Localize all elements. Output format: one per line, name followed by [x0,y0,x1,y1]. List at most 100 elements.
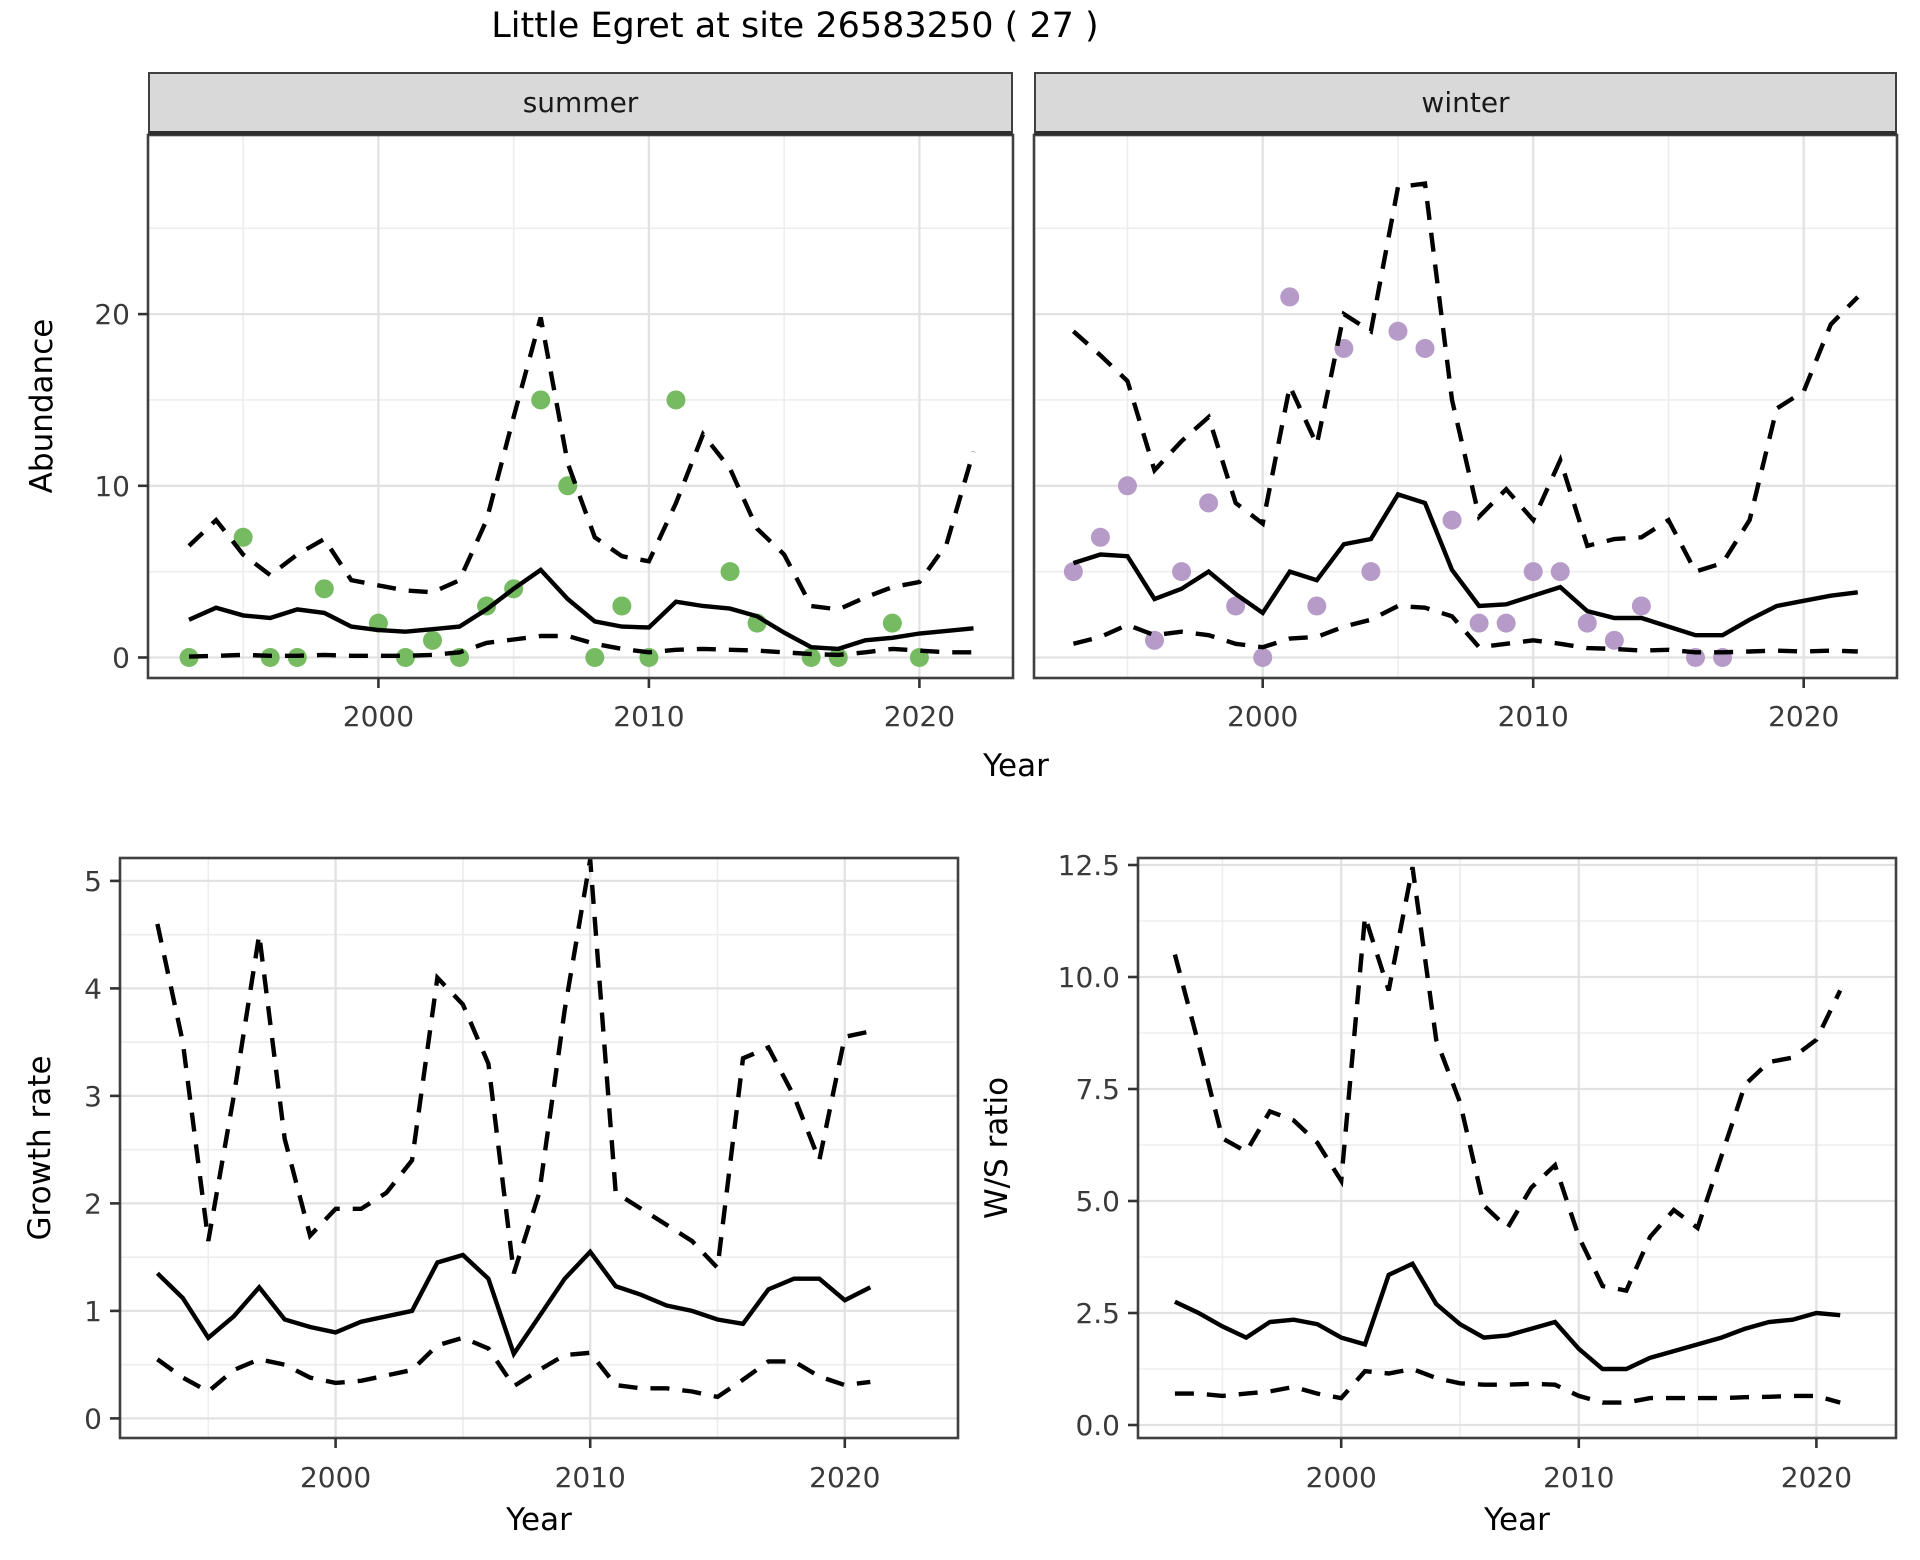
ci-line [1072,603,1858,655]
facet-strip-winter-label: winter [1421,86,1510,119]
x-tick-label: 2010 [1543,1461,1614,1494]
data-point [1172,562,1192,582]
data-point [1496,613,1516,633]
y-tick-label: 20 [94,298,130,331]
data-point [233,527,253,547]
y-tick-label: 4 [84,972,102,1005]
data-point [666,390,686,410]
growth-x-axis-title: Year [506,1502,572,1538]
ci-line [187,316,976,612]
panel-abundance_winter: 2000 2010 2020 [1032,133,1899,733]
data-layer [1063,181,1860,667]
fit-line [188,567,974,652]
points-series [1063,287,1733,667]
data-point [1577,613,1597,633]
data-point [882,613,902,633]
data-layer [1172,866,1843,1405]
ci-line [1172,866,1843,1294]
x-tick-label: 2020 [809,1461,880,1494]
data-point [1307,596,1327,616]
data-point [423,630,442,650]
facet-strip-winter: winter [1034,72,1897,135]
y-tick-label: 3 [84,1080,102,1113]
panel-abundance_summer: 2000 2010 2020 0 10 20 [94,133,1015,733]
data-point [720,562,740,582]
x-tick-label: 2010 [613,700,684,733]
data-point [1415,338,1435,358]
x-tick-label: 2010 [555,1461,626,1494]
y-tick-label: 7.5 [1075,1073,1120,1106]
y-tick-label: 0 [84,1402,102,1435]
data-point [1604,630,1624,650]
data-point [1523,562,1543,582]
x-tick-label: 2020 [1768,700,1839,733]
x-tick-label: 2000 [343,700,414,733]
data-point [1063,562,1083,582]
panel-border [118,856,960,1440]
y-tick-label: 2.5 [1075,1297,1120,1330]
x-tick-label: 2020 [884,700,955,733]
y-tick-label: 10 [94,470,130,503]
figure-title: Little Egret at site 26583250 ( 27 ) [491,6,1099,46]
y-tick-label: 10.0 [1058,961,1120,994]
ci-line [188,633,974,659]
y-tick-label: 0 [112,642,130,675]
ci-line [1174,1366,1841,1405]
y-tick-label: 0.0 [1075,1409,1120,1442]
ci-line [1071,181,1860,575]
data-point [314,579,334,599]
data-point [1442,510,1462,530]
panel-growth_rate: 2000 2010 2020 0 1 2 3 4 5 [84,856,960,1494]
data-point [1388,321,1408,341]
x-tick-label: 2020 [1781,1461,1852,1494]
fit-line [1072,491,1859,638]
data-point [1226,596,1246,616]
data-point [1253,648,1273,667]
x-tick-label: 2000 [300,1461,371,1494]
ci-line [156,1335,871,1400]
fit-line [1173,1260,1841,1372]
data-layer [155,859,872,1400]
data-point [1117,476,1137,496]
data-point [1090,527,1110,547]
data-point [1361,562,1381,582]
x-tick-label: 2000 [1306,1461,1377,1494]
panel-background [120,858,958,1438]
data-layer [179,316,976,667]
data-point [585,648,605,667]
panel-border [146,133,1015,680]
panel-background [1138,858,1896,1438]
points-series [179,390,929,667]
facet-strip-summer: summer [148,72,1013,135]
y-tick-label: 5 [84,865,102,898]
data-point [612,596,632,616]
data-point [801,648,821,667]
facet-strip-summer-label: summer [522,86,639,119]
data-point [1199,493,1219,513]
panel-background [148,135,1013,678]
data-point [1631,596,1651,616]
panel-border [1032,133,1899,680]
x-tick-label: 2000 [1227,700,1298,733]
ws-y-axis-title: W/S ratio [979,1076,1015,1220]
ci-line [155,859,871,1274]
fit-line [155,1248,872,1359]
data-point [531,390,551,410]
abundance-y-axis-title: Abundance [24,318,60,494]
panel-border [1136,856,1898,1440]
data-point [1469,613,1489,633]
data-point [395,648,415,667]
abundance-x-axis-title: Year [983,748,1049,784]
x-tick-label: 2010 [1498,700,1569,733]
growth-y-axis-title: Growth rate [22,1055,58,1241]
data-point [1550,562,1570,582]
ws-x-axis-title: Year [1484,1502,1550,1538]
y-tick-label: 1 [84,1295,102,1328]
y-tick-label: 12.5 [1058,849,1120,882]
y-tick-label: 2 [84,1187,102,1220]
panel-ws_ratio: 2000 2010 2020 0.0 2.5 5.0 7.5 10.0 12.5 [1058,849,1898,1494]
y-tick-label: 5.0 [1075,1185,1120,1218]
data-point [1280,287,1300,307]
